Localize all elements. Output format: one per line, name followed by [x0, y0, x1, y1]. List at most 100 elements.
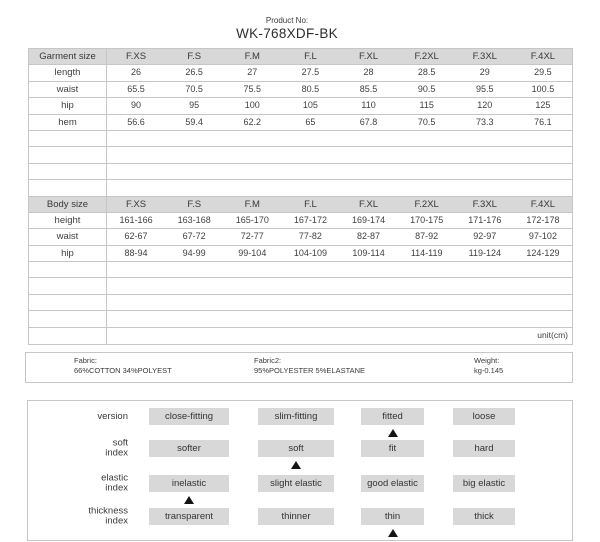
empty-row-cell [107, 147, 572, 162]
table-cell: 104-109 [293, 247, 327, 258]
table-cell: 170-175 [410, 214, 444, 225]
table-cell: 109-114 [352, 247, 385, 258]
table-cell: 59.4 [185, 116, 203, 127]
table-row: waist 62-67 67-72 72-77 77-82 82-87 87-92 92-97… [29, 229, 572, 246]
table-cell: 73.3 [476, 116, 494, 127]
table-cell: 28 [363, 67, 374, 78]
table-cell: 94-99 [182, 247, 206, 258]
empty-row-label [29, 130, 107, 147]
column-header: F.S [187, 198, 202, 210]
table-cell: 76.1 [534, 116, 552, 127]
table-cell: 72-77 [240, 231, 264, 242]
unit-note: unit(cm) [537, 329, 568, 340]
empty-row-cell [107, 131, 572, 146]
column-header: F.L [304, 51, 317, 62]
option-box: hard [453, 440, 515, 457]
table-cell: 171-176 [468, 214, 502, 225]
empty-row-cell [107, 180, 572, 195]
empty-row [29, 147, 572, 164]
table-cell: 100 [244, 100, 260, 111]
empty-row-label [29, 327, 107, 345]
attribute-label-line: version [97, 410, 128, 422]
option-box: soft [258, 440, 334, 457]
column-header: F.M [244, 51, 260, 62]
table-row: hip 90 95 100 105 110 115 120 125 [29, 98, 572, 115]
row-label: hip [29, 98, 107, 114]
product-header: Product No: WK-768XDF-BK [0, 16, 574, 41]
option-box: loose [453, 408, 515, 425]
column-header: F.L [304, 198, 317, 210]
table-cell: 105 [302, 100, 318, 111]
row-label: waist [29, 81, 107, 98]
attribute-row: soft index softer soft fit hard [28, 437, 572, 469]
table-cell: 27 [247, 67, 258, 78]
column-header: F.XS [126, 51, 147, 62]
empty-row [29, 180, 572, 197]
empty-row-label [29, 278, 107, 294]
empty-row-label [29, 262, 107, 278]
option-box: thick [453, 508, 515, 525]
fabric-info-box: Fabric: 66%COTTON 34%POLYEST Fabric2: 95%PO… [25, 352, 573, 383]
section-header-label: Body size [29, 196, 107, 212]
table-cell: 28.5 [417, 67, 436, 78]
empty-row [29, 278, 572, 295]
empty-row-cell [107, 295, 572, 310]
option-box: good elastic [361, 475, 424, 492]
empty-row [29, 311, 572, 328]
fabric-item: Fabric2: 95%POLYESTER 5%ELASTANE [254, 356, 365, 375]
product-no-label: Product No: [265, 16, 309, 25]
unit-row: unit(cm) [29, 327, 572, 345]
attribute-row: version close-fitting slim-fitting fitted lo… [28, 408, 572, 437]
table-cell: 26.5 [185, 67, 203, 78]
table-cell: 110 [361, 100, 376, 111]
table-cell: 97-102 [528, 231, 557, 242]
attribute-label-line: index [105, 515, 128, 527]
table-cell: 65 [305, 116, 316, 127]
column-header: F.2XL [414, 198, 439, 210]
table-cell: 100.5 [531, 83, 555, 94]
fabric-label: Fabric2: [254, 356, 282, 365]
empty-row-cell [107, 278, 572, 293]
row-label: hem [29, 114, 107, 130]
option-box: big elastic [453, 475, 515, 492]
attribute-label-line: thickness [88, 505, 128, 516]
column-header: F.M [244, 198, 260, 210]
attribute-label: elastic index [28, 472, 128, 494]
attribute-label: soft index [28, 437, 128, 459]
empty-row-label [29, 163, 107, 180]
empty-row-label [29, 147, 107, 163]
table-cell: 82-87 [357, 231, 381, 242]
table-cell: 70.5 [417, 116, 436, 127]
table-cell: 90.5 [417, 83, 436, 94]
column-header: F.S [187, 51, 202, 62]
empty-row-label [29, 294, 107, 311]
table-cell: 95.5 [476, 83, 494, 94]
option-box: close-fitting [149, 408, 229, 425]
row-label: length [29, 65, 107, 81]
table-cell: 120 [477, 100, 493, 111]
empty-row [29, 294, 572, 312]
empty-row-cell [107, 164, 572, 179]
table-cell: 95 [189, 100, 200, 111]
fabric-item: Weight: kg-0.145 [474, 356, 503, 375]
table-cell: 56.6 [127, 116, 145, 127]
product-number: WK-768XDF-BK [236, 26, 338, 41]
empty-row-cell [107, 311, 572, 326]
attributes-box: version close-fitting slim-fitting fitted lo… [27, 400, 573, 541]
option-box: thin [361, 508, 424, 525]
section-header-label: Garment size [29, 49, 107, 65]
table-cell: 161-166 [119, 214, 153, 225]
attribute-label: version [28, 411, 128, 422]
table-cell: 62-67 [124, 231, 148, 242]
fabric-item: Fabric: 66%COTTON 34%POLYEST [74, 356, 172, 375]
row-label: waist [29, 229, 107, 245]
option-box: fit [361, 440, 424, 457]
column-header: F.XS [126, 198, 147, 210]
triangle-up-icon [291, 461, 301, 469]
size-table: Garment size F.XS F.S F.M F.L F.XL F.2XL F.3XL F… [28, 48, 573, 346]
row-label: height [29, 212, 107, 229]
option-box: inelastic [149, 475, 229, 492]
option-box: thinner [258, 508, 334, 525]
triangle-up-icon [387, 529, 398, 537]
